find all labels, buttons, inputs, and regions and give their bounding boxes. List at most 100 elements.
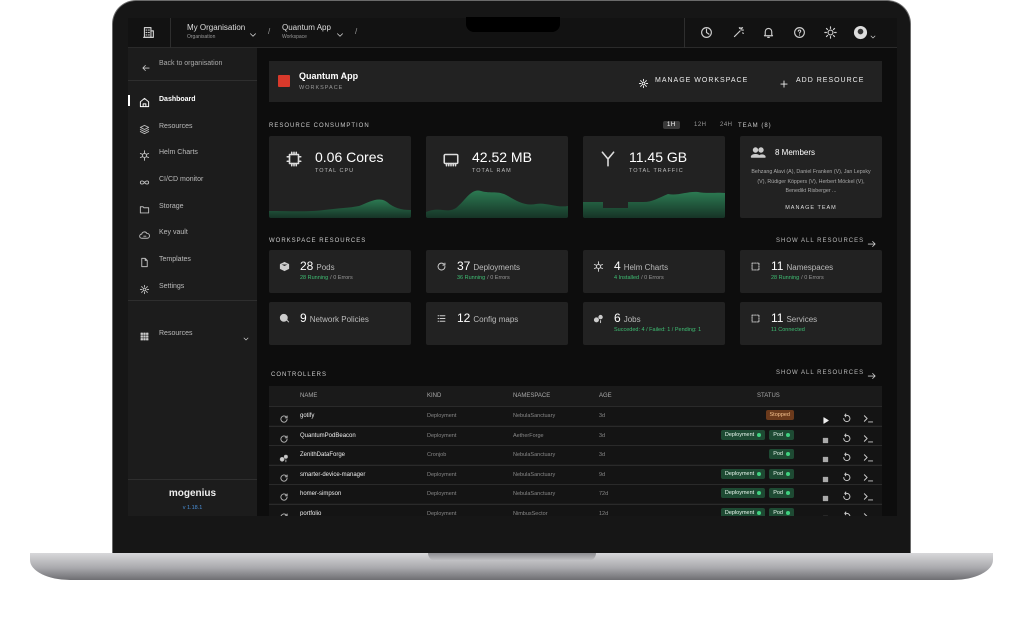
badge-text: Pod (773, 470, 783, 477)
resource-count-line: 28 Pods (300, 257, 335, 275)
start-button[interactable] (821, 412, 830, 424)
resource-count: 6 (614, 311, 621, 325)
stop-button[interactable] (821, 432, 830, 443)
resource-status: 11 Connected (771, 327, 805, 333)
controller-name: portfolio (300, 510, 322, 517)
controller-age: 9d (599, 471, 606, 478)
status-badge: Deployment (720, 468, 766, 479)
resource-status: Succeded: 4 / Failed: 1 / Pending: 1 (614, 327, 701, 333)
resource-card[interactable]: 28 Pods 28 Running/ 0 Errors (269, 250, 411, 293)
range-toggle[interactable]: 24H (720, 122, 733, 128)
resource-card[interactable]: 11 Namespaces 28 Running/ 0 Errors (740, 250, 882, 293)
stop-button[interactable] (821, 510, 830, 516)
resource-icon (436, 311, 447, 322)
nav-item[interactable]: Templates (159, 256, 191, 263)
plus-icon[interactable] (779, 76, 789, 88)
restart-button[interactable] (841, 489, 852, 501)
show-all-link[interactable]: SHOW ALL RESOURCES (776, 238, 865, 244)
restart-button-glyph (843, 433, 851, 442)
stop-button-glyph (822, 476, 829, 482)
org-name[interactable]: My Organisation (187, 23, 246, 32)
resource-name: Network Policies (309, 315, 369, 324)
controller-icon-glyph (280, 415, 288, 423)
controller-row[interactable]: homer-simpson Deployment NebulaSanctuary 72… (269, 484, 882, 503)
nav-item[interactable]: Resources (159, 330, 193, 337)
stop-button-glyph (822, 515, 829, 516)
gear-icon[interactable] (638, 76, 649, 89)
range-toggle[interactable]: 12H (694, 122, 707, 128)
nav-item[interactable]: Helm Charts (159, 149, 198, 156)
resource-status: 28 Running/ 0 Errors (771, 275, 824, 281)
terminal-button[interactable] (863, 450, 874, 462)
status-badge: Pod (769, 449, 794, 459)
terminal-button[interactable] (863, 489, 874, 501)
manage-workspace-button[interactable]: MANAGE WORKSPACE (655, 77, 749, 84)
workspace-name: Quantum App (299, 71, 359, 81)
controller-row[interactable]: gotify Deployment NebulaSanctuary 3d Stopped (269, 406, 882, 425)
separator (128, 300, 257, 301)
resource-name: Jobs (623, 315, 641, 324)
controller-namespace: NebulaSanctuary (513, 452, 556, 458)
stop-button[interactable] (821, 490, 830, 502)
restart-button[interactable] (841, 509, 852, 516)
avatar-button[interactable] (853, 25, 868, 40)
controller-row[interactable]: smarter-device-manager Deployment NebulaSa… (269, 464, 882, 484)
notifications-button[interactable] (762, 26, 775, 39)
resource-count: 11 (771, 259, 784, 273)
manage-team-button[interactable]: MANAGE TEAM (785, 205, 837, 211)
consumption-card: 42.52 MB TOTAL RAM (426, 136, 568, 218)
nav-item[interactable]: Storage (159, 203, 184, 210)
add-resource-button[interactable]: ADD RESOURCE (796, 77, 865, 84)
stop-button[interactable] (821, 471, 830, 482)
resource-icon (750, 311, 761, 323)
show-all-arrow[interactable] (867, 236, 877, 247)
nav-item[interactable]: Settings (159, 283, 185, 290)
magic-button[interactable] (732, 26, 745, 39)
nav-icon-glyph (139, 124, 150, 135)
restart-button[interactable] (841, 470, 852, 481)
restart-button[interactable] (841, 431, 852, 442)
team-card: 8 Members Behzang Alavi (A), Daniel Frank… (740, 136, 882, 218)
resource-card[interactable]: 6 Jobs Succeded: 4 / Failed: 1 / Pending: … (583, 302, 725, 345)
terminal-button[interactable] (863, 411, 874, 423)
app-chevron-glyph (337, 33, 343, 37)
separator (128, 80, 257, 81)
nav-item[interactable]: CI/CD monitor (159, 176, 204, 183)
controller-row[interactable]: QuantumPodBeacon Deployment AetherForge 3d D… (269, 425, 882, 445)
terminal-button[interactable] (863, 470, 874, 481)
history-button[interactable] (700, 26, 713, 39)
resource-card[interactable]: 37 Deployments 36 Running/ 0 Errors (426, 250, 568, 293)
org-sub: Organisation (187, 34, 216, 40)
resource-card[interactable]: 12 Config maps (426, 302, 568, 345)
restart-button[interactable] (841, 450, 852, 462)
resource-count: 4 (614, 259, 621, 273)
controller-row[interactable]: portfolio Deployment NimbusSector 12d Deploy… (269, 503, 882, 517)
app-sub: Workspace (282, 34, 307, 40)
resource-card[interactable]: 11 Services 11 Connected (740, 302, 882, 345)
resource-card[interactable]: 9 Network Policies (269, 302, 411, 345)
nav-item[interactable]: Key vault (159, 229, 188, 236)
status-badge: Pod (769, 468, 794, 479)
resource-status: 4 Installed/ 0 Errors (614, 275, 664, 281)
show-all-arrow[interactable] (867, 368, 877, 379)
status-ok: Succeded: 4 / Failed: 1 / Pending: 1 (614, 327, 702, 333)
app-name[interactable]: Quantum App (282, 23, 331, 32)
terminal-button[interactable] (863, 431, 874, 442)
resource-card[interactable]: 4 Helm Charts 4 Installed/ 0 Errors (583, 250, 725, 293)
controller-name: QuantumPodBeacon (300, 432, 356, 439)
range-toggle[interactable]: 1H (663, 121, 680, 129)
controller-row[interactable]: ZenithDataForge Cronjob NebulaSanctuary 3d P… (269, 445, 882, 464)
terminal-button[interactable] (863, 509, 874, 516)
back-link[interactable]: Back to organisation (159, 60, 223, 67)
controller-kind: Deployment (427, 413, 457, 419)
nav-icon (139, 282, 150, 295)
nav-item[interactable]: Dashboard (159, 96, 196, 103)
nav-item[interactable]: Resources (159, 123, 193, 130)
stop-button[interactable] (821, 451, 830, 463)
restart-button[interactable] (841, 411, 852, 423)
status-detail: / 0 Errors (641, 275, 664, 281)
theme-button[interactable] (824, 26, 837, 39)
help-button[interactable] (793, 26, 806, 39)
resource-icon-glyph (751, 262, 760, 271)
show-all-link[interactable]: SHOW ALL RESOURCES (776, 370, 865, 376)
